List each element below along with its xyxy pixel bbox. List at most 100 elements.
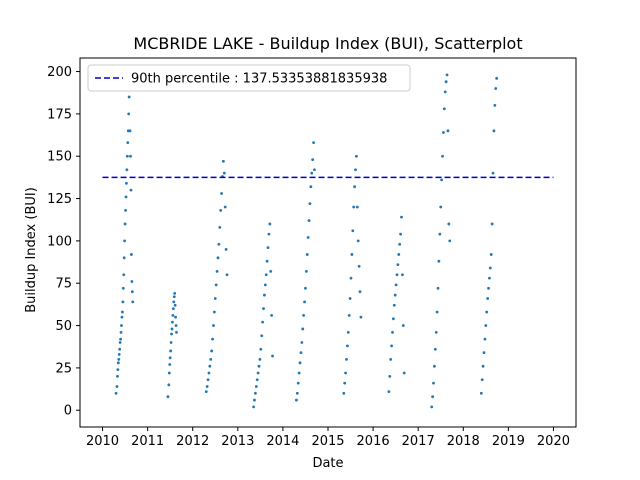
data-point xyxy=(263,293,266,297)
data-point xyxy=(114,391,118,395)
data-point xyxy=(119,330,123,334)
data-point xyxy=(396,263,400,266)
data-point xyxy=(359,315,363,319)
data-point xyxy=(481,364,485,368)
data-point xyxy=(266,246,270,250)
data-point xyxy=(168,363,172,366)
data-point xyxy=(169,341,173,344)
data-point xyxy=(116,374,119,378)
data-point xyxy=(267,232,271,236)
data-point xyxy=(270,314,274,317)
data-point xyxy=(433,364,436,368)
data-point xyxy=(491,171,495,175)
y-tick-label: 150 xyxy=(47,150,72,165)
data-point xyxy=(118,341,122,344)
y-tick-label: 200 xyxy=(47,65,72,80)
data-point xyxy=(260,334,264,338)
data-point xyxy=(488,276,491,280)
data-point xyxy=(438,232,442,236)
data-point xyxy=(444,80,448,84)
legend-box xyxy=(87,64,411,92)
data-point xyxy=(175,330,178,334)
data-point xyxy=(261,320,265,324)
y-tick-label: 125 xyxy=(47,192,72,207)
data-point xyxy=(224,247,228,251)
data-point xyxy=(354,168,357,172)
data-point xyxy=(389,358,393,361)
data-point xyxy=(347,314,351,317)
data-point xyxy=(254,385,258,388)
data-point xyxy=(125,181,128,185)
data-point xyxy=(486,297,490,300)
data-point xyxy=(442,131,445,134)
data-point xyxy=(447,222,451,226)
data-point xyxy=(265,259,269,263)
x-tick-label: 2020 xyxy=(537,434,570,449)
x-tick-label: 2018 xyxy=(447,434,480,449)
data-point xyxy=(350,253,354,256)
data-point xyxy=(218,225,222,229)
data-point xyxy=(445,73,449,77)
data-point xyxy=(436,286,440,290)
x-axis-label: Date xyxy=(312,456,343,471)
data-point xyxy=(401,324,405,327)
data-point xyxy=(431,395,435,399)
data-point xyxy=(494,87,498,90)
data-point xyxy=(488,266,492,270)
legend: 90th percentile : 137.53353881835938 xyxy=(87,64,411,92)
data-point xyxy=(439,205,443,209)
data-point xyxy=(130,253,133,256)
data-point xyxy=(214,283,218,287)
data-point xyxy=(120,315,124,319)
data-point xyxy=(356,239,360,243)
data-point xyxy=(306,236,310,239)
data-point xyxy=(172,300,176,304)
data-point xyxy=(440,178,444,182)
data-point xyxy=(430,405,434,409)
data-point xyxy=(167,371,171,375)
y-tick-label: 0 xyxy=(64,404,72,419)
data-point xyxy=(115,385,119,388)
data-point xyxy=(357,264,361,268)
data-point xyxy=(346,330,350,334)
data-point xyxy=(311,158,315,162)
data-point xyxy=(206,378,210,382)
data-point xyxy=(300,341,304,344)
data-point xyxy=(120,324,123,327)
data-point xyxy=(487,286,490,290)
data-point xyxy=(345,358,348,361)
data-point xyxy=(301,327,305,331)
data-point xyxy=(124,209,127,212)
data-point xyxy=(166,395,170,399)
data-point xyxy=(304,286,307,290)
data-point xyxy=(271,354,274,358)
data-point xyxy=(446,129,450,133)
data-point xyxy=(123,222,127,226)
x-tick-label: 2017 xyxy=(402,434,435,449)
data-point xyxy=(296,381,300,385)
x-tick-label: 2013 xyxy=(221,434,254,449)
data-point xyxy=(492,129,496,133)
data-point xyxy=(120,310,124,314)
data-point xyxy=(353,185,356,189)
data-point xyxy=(220,192,223,195)
data-point xyxy=(401,273,404,277)
data-point xyxy=(400,215,403,219)
data-point xyxy=(349,276,353,280)
y-tick-label: 100 xyxy=(47,234,72,249)
data-point xyxy=(116,368,120,371)
data-point xyxy=(309,185,313,189)
data-point xyxy=(495,76,499,80)
data-point xyxy=(129,154,132,158)
data-point xyxy=(442,107,446,111)
data-point xyxy=(174,315,177,319)
data-point xyxy=(252,405,256,409)
plot-area xyxy=(102,73,554,409)
data-point xyxy=(295,398,298,402)
data-point xyxy=(225,273,229,277)
data-point xyxy=(131,300,135,304)
data-point xyxy=(482,351,486,355)
data-point xyxy=(167,383,171,387)
data-point xyxy=(351,229,355,233)
data-point xyxy=(348,297,352,300)
